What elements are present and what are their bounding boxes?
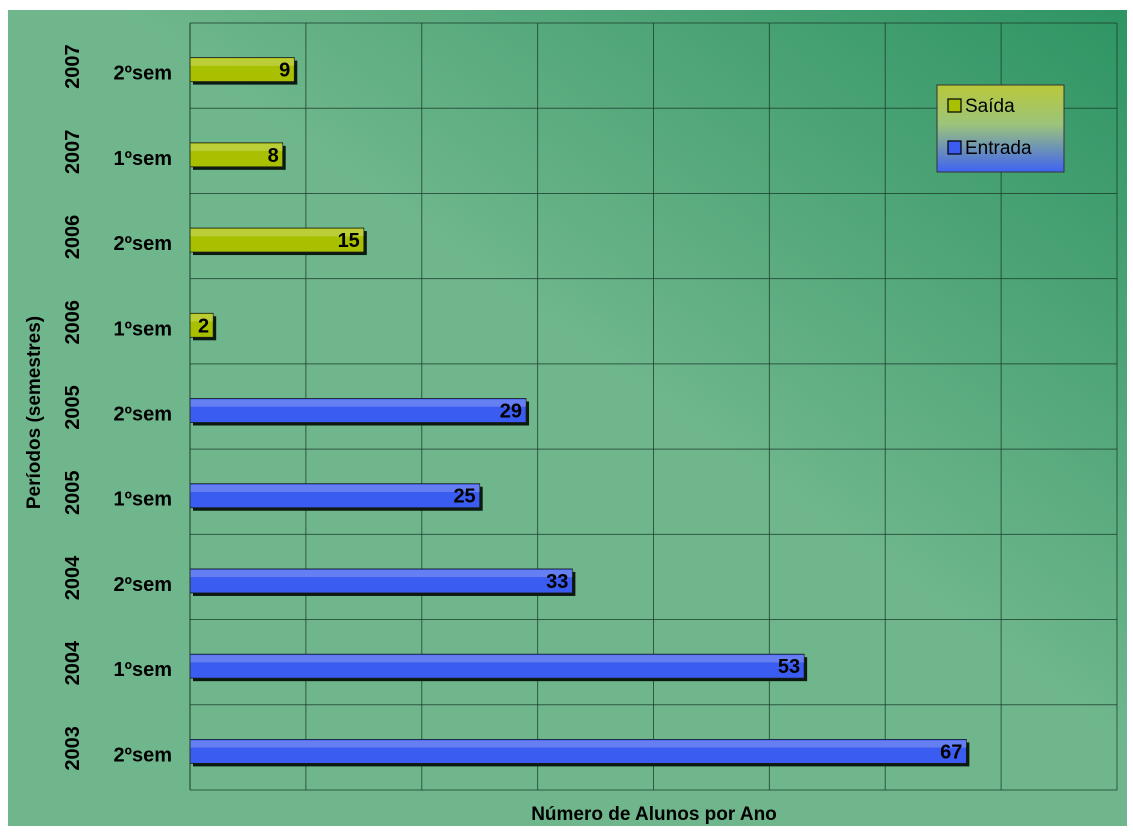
bar-highlight bbox=[190, 655, 805, 663]
bar-entrada bbox=[189, 738, 967, 764]
category-semester-label: 1ºsem bbox=[114, 659, 172, 681]
category-semester-label: 1ºsem bbox=[114, 489, 172, 511]
category-year-label: 2006 bbox=[62, 215, 84, 259]
category-year-label: 2003 bbox=[62, 726, 84, 771]
y-axis-title: Períodos (semestres) bbox=[24, 316, 45, 509]
category-year-label: 2004 bbox=[62, 555, 84, 600]
category-semester-label: 2ºsem bbox=[114, 744, 172, 766]
category-semester-label: 1ºsem bbox=[114, 318, 172, 340]
data-label: 8 bbox=[268, 145, 279, 167]
category-year-label: 2005 bbox=[62, 470, 84, 515]
data-label: 29 bbox=[500, 401, 522, 423]
category-semester-label: 2ºsem bbox=[114, 63, 172, 85]
grid-lines bbox=[189, 22, 1118, 791]
data-label: 53 bbox=[778, 656, 800, 678]
bar-highlight bbox=[190, 58, 295, 66]
category-year-label: 2007 bbox=[62, 130, 84, 175]
category-labels: 2ºsem 2003 1ºsem 2004 2ºsem 2004 1ºsem 2005 2ºse… bbox=[62, 44, 172, 770]
category-semester-label: 2ºsem bbox=[114, 404, 172, 426]
legend-label: Saída bbox=[965, 96, 1015, 117]
bar-entrada bbox=[189, 483, 481, 509]
category-year-label: 2005 bbox=[62, 385, 84, 430]
category-year-label: 2004 bbox=[62, 640, 84, 685]
bar-highlight bbox=[190, 399, 527, 407]
legend-label: Entrada bbox=[965, 138, 1032, 159]
category-semester-label: 1ºsem bbox=[114, 148, 172, 170]
bar-highlight bbox=[190, 143, 283, 152]
bar-highlight bbox=[190, 740, 967, 748]
bar-entrada bbox=[189, 398, 527, 423]
bars: 2 15 8 9 67 53 33 25 29 bbox=[189, 57, 970, 767]
legend: Saída Entrada bbox=[936, 84, 1065, 173]
x-axis-title: Número de Alunos por Ano bbox=[531, 804, 777, 825]
bar-highlight bbox=[190, 484, 480, 492]
bar-entrada bbox=[189, 568, 573, 594]
category-year-label: 2007 bbox=[62, 44, 84, 89]
data-label: 33 bbox=[546, 571, 568, 593]
bar-saída bbox=[189, 57, 295, 83]
category-semester-label: 2ºsem bbox=[114, 233, 172, 255]
data-label: 25 bbox=[453, 486, 475, 508]
data-label: 9 bbox=[279, 60, 290, 82]
bar-entrada bbox=[189, 653, 805, 679]
category-year-label: 2006 bbox=[62, 300, 84, 345]
legend-swatch-entrada bbox=[947, 140, 962, 155]
data-label: 15 bbox=[338, 230, 360, 252]
bar-saída bbox=[189, 142, 284, 168]
bar-highlight bbox=[190, 229, 364, 237]
data-label: 2 bbox=[198, 315, 209, 337]
bar-highlight bbox=[190, 569, 573, 578]
data-label: 67 bbox=[940, 741, 962, 763]
category-semester-label: 2ºsem bbox=[114, 574, 172, 596]
legend-swatch-saída bbox=[947, 98, 962, 113]
bar-highlight bbox=[190, 314, 214, 322]
